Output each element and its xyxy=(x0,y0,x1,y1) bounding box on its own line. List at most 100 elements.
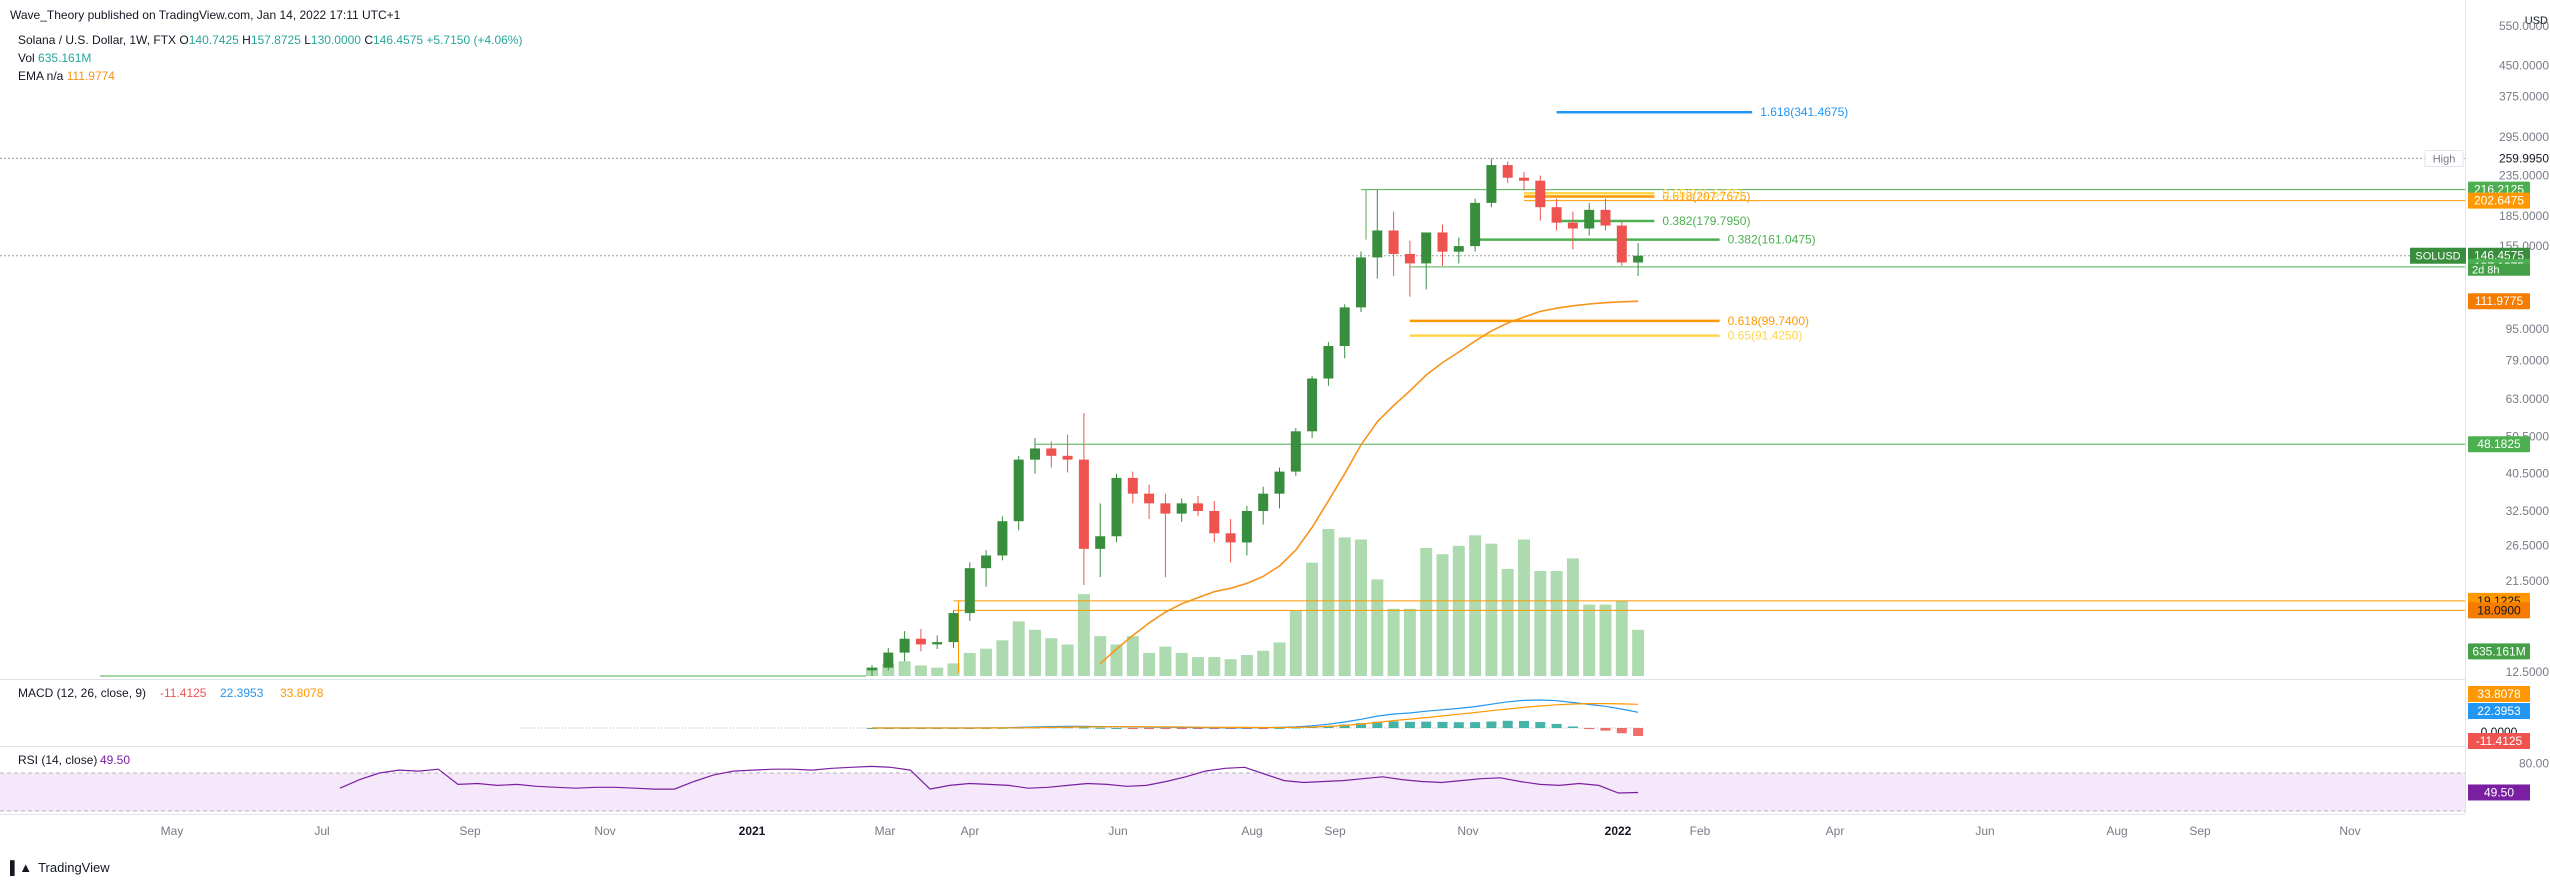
ema-legend[interactable]: EMA n/a 111.9774 xyxy=(18,69,115,83)
volume-bar xyxy=(1566,558,1579,676)
time-axis-tick: Apr xyxy=(1826,824,1845,838)
signal-line[interactable] xyxy=(872,703,1639,729)
candle-body[interactable] xyxy=(1437,232,1448,252)
candle-body[interactable] xyxy=(1127,477,1138,494)
candle-body[interactable] xyxy=(1062,455,1073,460)
price-axis-label: 48.1825 xyxy=(2477,437,2521,451)
price-axis-label: 635.161M xyxy=(2472,644,2525,658)
candle-body[interactable] xyxy=(1616,225,1627,263)
macd-histogram-bar xyxy=(1258,728,1269,729)
macd-histogram-bar xyxy=(1502,720,1513,728)
price-axis-tick: 79.0000 xyxy=(2506,353,2550,367)
macd-histogram-bar xyxy=(1144,728,1155,729)
candle-body[interactable] xyxy=(1193,503,1203,511)
candle-body[interactable] xyxy=(1600,209,1611,226)
rsi-label: RSI (14, close) xyxy=(18,753,97,767)
volume-bar xyxy=(1273,642,1286,676)
candle-body[interactable] xyxy=(1356,257,1366,308)
fib-level-label: 0.618(207.7675) xyxy=(1662,189,1750,203)
candle-body[interactable] xyxy=(1633,255,1644,263)
candle-body[interactable] xyxy=(981,555,992,569)
candle-body[interactable] xyxy=(1290,431,1301,472)
candle-body[interactable] xyxy=(1584,209,1595,229)
candle-body[interactable] xyxy=(1388,230,1399,254)
volume-bar xyxy=(1420,547,1433,676)
candle-body[interactable] xyxy=(964,568,975,614)
candle-body[interactable] xyxy=(899,638,910,653)
time-axis-tick: Jun xyxy=(1975,824,1994,838)
macd-value: -11.4125 xyxy=(160,686,207,700)
volume-bar xyxy=(1126,636,1139,676)
high-tag-box xyxy=(2424,149,2464,167)
candle-body[interactable] xyxy=(1144,493,1155,504)
bar-countdown-text: 2d 8h xyxy=(2472,265,2500,277)
price-axis-tick: 26.5000 xyxy=(2506,539,2550,553)
candle-body[interactable] xyxy=(1258,493,1269,511)
vol-label: Vol xyxy=(18,51,35,65)
change-value: +5.7150 (+4.06%) xyxy=(426,33,523,47)
macd-axis-label-box xyxy=(2468,703,2530,719)
candle-body[interactable] xyxy=(932,642,943,645)
volume-bar xyxy=(1224,659,1237,676)
footer-brand[interactable]: ▌▲ TradingView xyxy=(10,860,110,875)
volume-bar xyxy=(898,661,911,676)
candle-body[interactable] xyxy=(1404,253,1415,264)
candle-body[interactable] xyxy=(1470,202,1481,247)
candle-body[interactable] xyxy=(1176,503,1187,514)
price-axis-tick: 95.0000 xyxy=(2506,322,2550,336)
candle-body[interactable] xyxy=(1030,448,1040,460)
macd-axis-label: 22.3953 xyxy=(2477,704,2521,718)
candle-body[interactable] xyxy=(1453,246,1464,252)
symbol-title[interactable]: Solana / U.S. Dollar, 1W, FTX xyxy=(18,33,177,47)
macd-label: MACD (12, 26, close, 9) xyxy=(18,686,146,700)
volume-bar xyxy=(1452,545,1465,676)
volume-bar xyxy=(1077,594,1090,676)
candle-body[interactable] xyxy=(1095,536,1106,549)
candle-body[interactable] xyxy=(1323,346,1334,379)
time-axis-tick: Sep xyxy=(1324,824,1346,838)
candle-body[interactable] xyxy=(1241,511,1252,543)
candle-body[interactable] xyxy=(867,667,877,671)
volume-bar xyxy=(1583,604,1596,676)
macd-histogram-bar xyxy=(1388,721,1399,728)
candle-body[interactable] xyxy=(1486,165,1497,203)
candle-body[interactable] xyxy=(1551,207,1562,223)
volume-bar xyxy=(1632,629,1645,676)
candle-body[interactable] xyxy=(1013,459,1024,522)
candle-body[interactable] xyxy=(1111,477,1122,537)
candle-body[interactable] xyxy=(1339,307,1350,347)
macd-histogram-bar xyxy=(1421,721,1432,728)
candle-body[interactable] xyxy=(1421,232,1432,264)
open-label: O xyxy=(179,33,189,47)
macd-histogram-bar xyxy=(1470,722,1481,728)
candle-body[interactable] xyxy=(1372,230,1383,258)
candle-body[interactable] xyxy=(997,521,1008,556)
candle-body[interactable] xyxy=(1225,533,1236,543)
candle-body[interactable] xyxy=(1519,177,1529,181)
macd-histogram-bar xyxy=(1193,728,1203,729)
volume-legend[interactable]: Vol 635.161M xyxy=(18,51,91,65)
macd-axis-label-box xyxy=(2468,733,2530,749)
candle-body[interactable] xyxy=(1078,459,1089,549)
macd-histogram-bar xyxy=(1339,724,1350,728)
macd-histogram-bar xyxy=(1519,721,1529,728)
candle-body[interactable] xyxy=(883,652,894,668)
candle-body[interactable] xyxy=(1160,503,1171,514)
candle-body[interactable] xyxy=(1307,378,1318,432)
candle-body[interactable] xyxy=(1535,180,1546,208)
candle-body[interactable] xyxy=(1502,165,1513,178)
footer-brand-text: TradingView xyxy=(38,860,110,875)
volume-bar xyxy=(1387,608,1400,676)
price-axis-tick: 63.0000 xyxy=(2506,392,2550,406)
volume-bar xyxy=(1534,571,1547,676)
candle-body[interactable] xyxy=(1046,448,1057,456)
ema-line[interactable] xyxy=(1099,300,1639,665)
macd-histogram-bar xyxy=(1176,728,1187,729)
candle-body[interactable] xyxy=(1209,511,1220,534)
candle-body[interactable] xyxy=(1274,471,1285,494)
candle-body[interactable] xyxy=(1567,222,1578,229)
candle-body[interactable] xyxy=(915,638,926,645)
candle-body[interactable] xyxy=(948,613,959,643)
rsi-line[interactable] xyxy=(339,765,1639,794)
